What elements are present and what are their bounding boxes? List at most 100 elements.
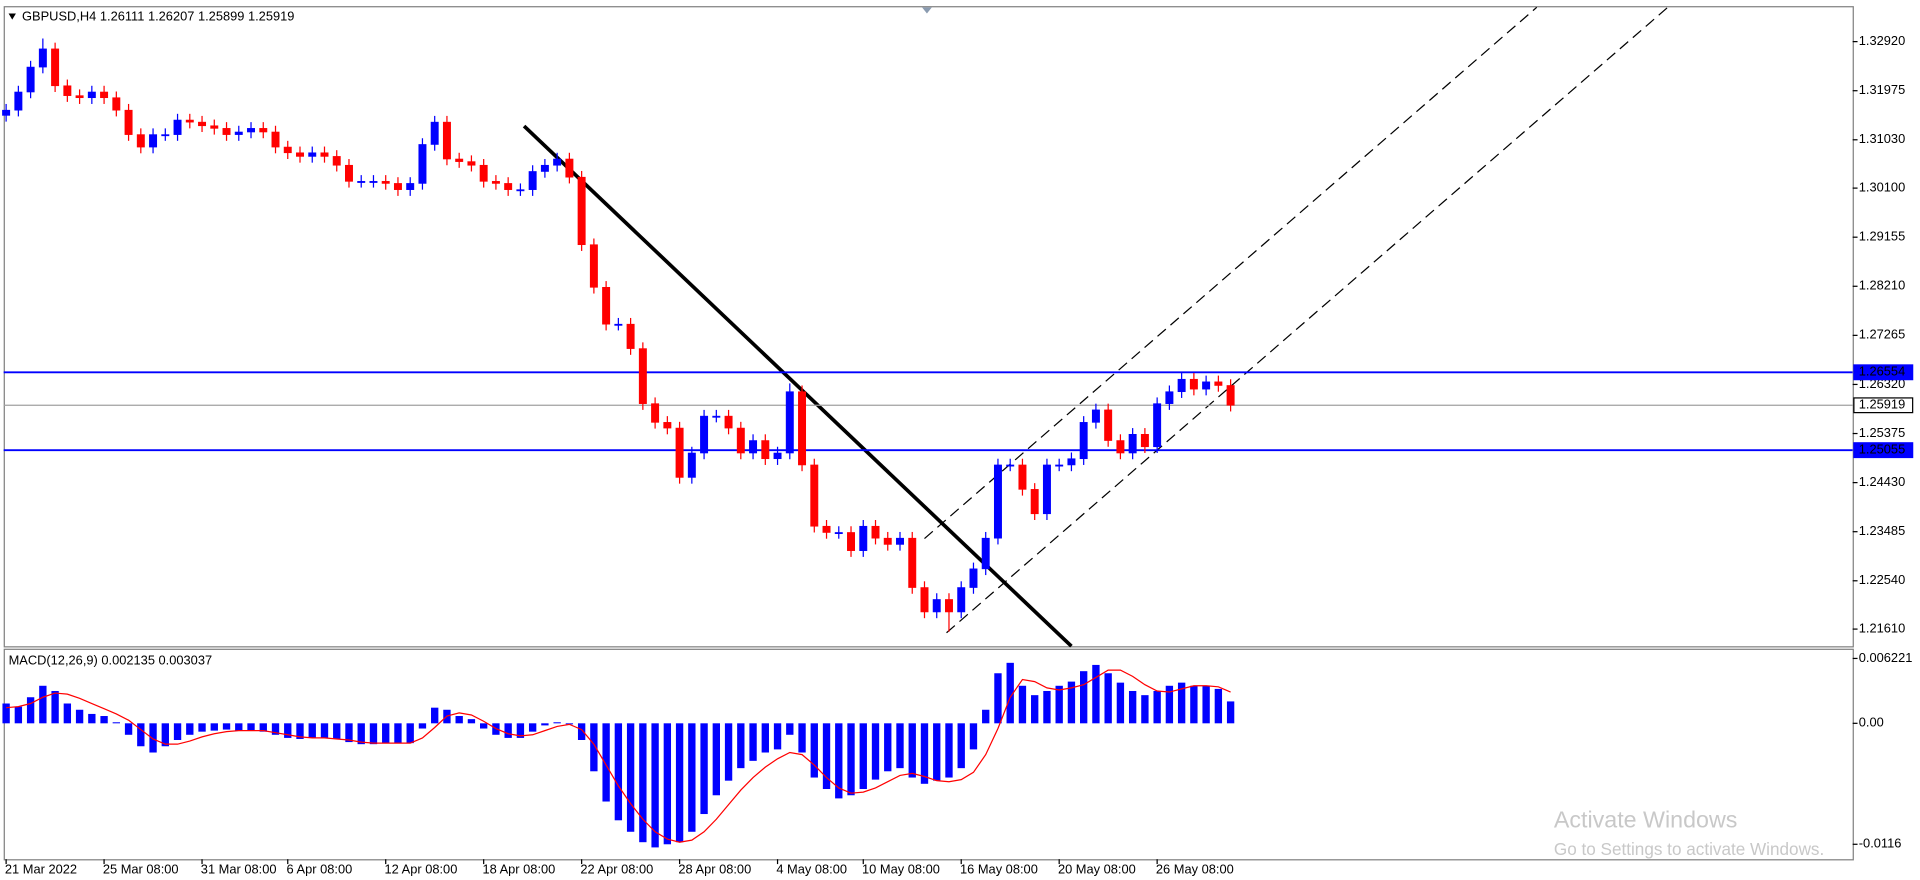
candle-body xyxy=(63,85,72,96)
candle-body xyxy=(357,181,366,183)
candle-body xyxy=(883,537,892,545)
y-tick-label: 1.25375 xyxy=(1859,425,1905,440)
macd-bar xyxy=(100,716,108,724)
candle-body xyxy=(136,134,145,148)
x-tick-label: 16 May 08:00 xyxy=(960,862,1038,877)
macd-bar xyxy=(896,723,904,769)
macd-bar xyxy=(394,723,402,744)
candle-body xyxy=(798,391,807,466)
watermark-subtitle: Go to Settings to activate Windows. xyxy=(1554,839,1824,859)
macd-bar xyxy=(504,723,512,738)
macd-bar xyxy=(663,723,672,845)
macd-bar xyxy=(590,723,598,772)
macd-bar xyxy=(737,723,745,769)
candle-body xyxy=(259,128,268,133)
candle-body xyxy=(173,119,182,135)
macd-bar xyxy=(14,706,23,724)
menu-triangle xyxy=(8,13,16,20)
candle-body xyxy=(381,181,390,184)
y-tick-label: 1.32920 xyxy=(1859,33,1905,48)
macd-bar xyxy=(712,723,720,796)
candle-body xyxy=(271,131,280,148)
macd-bar xyxy=(235,723,243,731)
macd-bar xyxy=(431,707,439,724)
candle-body xyxy=(1177,378,1186,393)
y-tick-label: 1.21610 xyxy=(1859,620,1905,635)
x-tick-label: 20 May 08:00 xyxy=(1058,862,1136,877)
candle-body xyxy=(406,183,415,190)
level-label-box xyxy=(1853,364,1914,381)
candle-body xyxy=(75,95,84,99)
y-tick-label: 1.28210 xyxy=(1859,278,1905,293)
candle-body xyxy=(198,121,207,127)
macd-bar xyxy=(945,723,953,778)
candle-body xyxy=(504,183,513,190)
macd-bar xyxy=(247,723,255,731)
macd-bar xyxy=(847,723,855,796)
macd-bar xyxy=(541,723,549,726)
macd-bar xyxy=(210,723,218,731)
x-tick-label: 18 Apr 08:00 xyxy=(482,862,555,877)
macd-bar xyxy=(920,723,929,784)
candle-body xyxy=(1116,440,1125,454)
candle-body xyxy=(393,183,402,190)
macd-bar xyxy=(2,703,10,724)
candle-body xyxy=(1153,403,1162,448)
macd-bar xyxy=(1214,688,1223,724)
candle-body xyxy=(785,391,794,454)
macd-bar xyxy=(639,723,647,843)
candle-body xyxy=(442,121,451,160)
candle-body xyxy=(1030,489,1039,515)
level-label-box xyxy=(1853,442,1914,459)
candle-body xyxy=(124,109,133,135)
candle-body xyxy=(614,323,623,326)
y-tick-label: 1.30100 xyxy=(1859,179,1905,194)
macd-bar xyxy=(296,723,304,739)
shift-marker xyxy=(922,7,932,14)
candle-body xyxy=(38,48,47,68)
x-tick-label: 25 Mar 08:00 xyxy=(103,862,179,877)
candle-body xyxy=(908,537,917,588)
macd-bar xyxy=(969,723,978,750)
trend-line xyxy=(522,124,1073,648)
candle-body xyxy=(2,109,11,116)
candle-body xyxy=(1055,464,1064,467)
macd-bar xyxy=(651,723,659,848)
macd-bar xyxy=(1055,685,1063,724)
macd-bar xyxy=(1128,690,1137,724)
level-label: 1.25919 xyxy=(1859,397,1905,412)
macd-bar xyxy=(1116,682,1125,724)
signal-line xyxy=(6,669,1231,843)
level-label: 1.25055 xyxy=(1859,442,1905,457)
y-tick-label: 1.31975 xyxy=(1859,82,1905,97)
candle-body xyxy=(651,403,660,423)
candle-body xyxy=(969,568,978,588)
candle-body xyxy=(638,348,647,404)
y-tick-label: -0.0116 xyxy=(1859,836,1902,851)
macd-bar xyxy=(259,723,267,732)
candle-body xyxy=(1189,378,1198,390)
candle-body xyxy=(565,158,574,178)
macd-bar xyxy=(982,709,990,724)
candle-body xyxy=(945,599,953,613)
macd-bar xyxy=(198,723,206,732)
candle-body xyxy=(1202,381,1211,390)
candle-body xyxy=(320,152,329,157)
candle-body xyxy=(345,164,353,182)
macd-bar xyxy=(516,723,525,738)
candle-body xyxy=(663,422,672,429)
macd-bar xyxy=(88,713,96,724)
candle-body xyxy=(553,158,562,166)
macd-bar xyxy=(63,703,72,724)
macd-bar xyxy=(1043,690,1051,724)
x-tick-label: 22 Apr 08:00 xyxy=(580,862,653,877)
macd-bar xyxy=(749,723,757,761)
candle-body xyxy=(26,66,35,93)
macd-bar xyxy=(1031,695,1039,724)
channel-upper xyxy=(924,6,1538,539)
macd-bar xyxy=(369,723,378,745)
macd-bar xyxy=(51,690,59,724)
candle-body xyxy=(296,152,304,157)
candle-body xyxy=(1165,391,1174,404)
candle-body xyxy=(1140,434,1149,448)
